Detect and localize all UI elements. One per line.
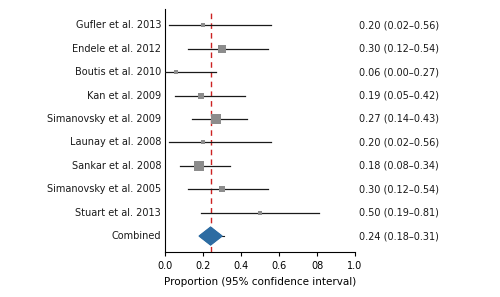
Text: Launay et al. 2008: Launay et al. 2008 bbox=[70, 138, 161, 147]
Text: Endele et al. 2012: Endele et al. 2012 bbox=[72, 44, 161, 54]
Text: 0.18 (0.08–0.34): 0.18 (0.08–0.34) bbox=[359, 161, 438, 171]
X-axis label: Proportion (95% confidence interval): Proportion (95% confidence interval) bbox=[164, 277, 356, 287]
Text: Combined: Combined bbox=[112, 231, 161, 241]
Text: Simanovsky et al. 2009: Simanovsky et al. 2009 bbox=[47, 114, 161, 124]
Text: 0.30 (0.12–0.54): 0.30 (0.12–0.54) bbox=[359, 184, 439, 194]
Text: Sankar et al. 2008: Sankar et al. 2008 bbox=[72, 161, 161, 171]
Polygon shape bbox=[199, 227, 222, 245]
Text: Simanovsky et al. 2005: Simanovsky et al. 2005 bbox=[47, 184, 161, 194]
Text: Gufler et al. 2013: Gufler et al. 2013 bbox=[76, 20, 161, 30]
Text: 0.50 (0.19–0.81): 0.50 (0.19–0.81) bbox=[359, 208, 438, 218]
Text: 0.30 (0.12–0.54): 0.30 (0.12–0.54) bbox=[359, 44, 439, 54]
Text: 0.27 (0.14–0.43): 0.27 (0.14–0.43) bbox=[359, 114, 439, 124]
Text: 0.06 (0.00–0.27): 0.06 (0.00–0.27) bbox=[359, 67, 439, 77]
Text: Boutis et al. 2010: Boutis et al. 2010 bbox=[75, 67, 161, 77]
Text: 0.19 (0.05–0.42): 0.19 (0.05–0.42) bbox=[359, 91, 439, 101]
Text: 0.20 (0.02–0.56): 0.20 (0.02–0.56) bbox=[359, 138, 439, 147]
Text: 0.24 (0.18–0.31): 0.24 (0.18–0.31) bbox=[359, 231, 438, 241]
Text: Kan et al. 2009: Kan et al. 2009 bbox=[87, 91, 161, 101]
Text: 0.20 (0.02–0.56): 0.20 (0.02–0.56) bbox=[359, 20, 439, 30]
Text: Stuart et al. 2013: Stuart et al. 2013 bbox=[76, 208, 161, 218]
